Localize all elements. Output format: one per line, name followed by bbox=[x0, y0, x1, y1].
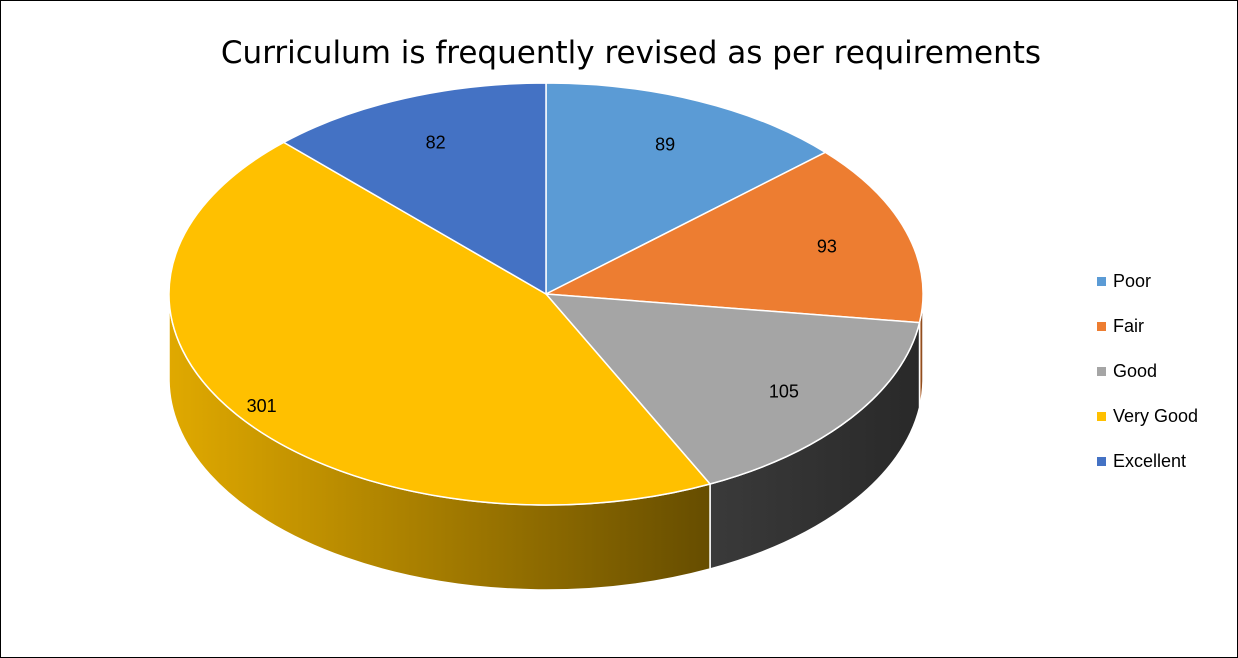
legend-swatch-poor bbox=[1097, 277, 1106, 286]
legend-label-excellent: Excellent bbox=[1113, 451, 1187, 471]
legend-label-good: Good bbox=[1113, 361, 1158, 381]
chart-title: Curriculum is frequently revised as per … bbox=[220, 35, 1042, 71]
pie-slice-fair bbox=[545, 151, 924, 324]
legend-swatch-fair bbox=[1097, 322, 1106, 331]
pie-slice-good bbox=[545, 293, 921, 485]
pie-slice-poor bbox=[545, 82, 827, 295]
data-label-good: 105 bbox=[769, 382, 799, 402]
legend-swatch-very-good bbox=[1097, 412, 1106, 421]
data-label-poor: 89 bbox=[655, 135, 675, 155]
pie-slice-very-good bbox=[168, 141, 711, 506]
legend-label-very-good: Very Good bbox=[1113, 406, 1199, 426]
data-label-very-good: 301 bbox=[247, 396, 277, 416]
data-label-excellent: 82 bbox=[426, 132, 446, 152]
legend-label-fair: Fair bbox=[1113, 316, 1144, 336]
data-label-fair: 93 bbox=[817, 236, 837, 256]
legend-label-poor: Poor bbox=[1113, 271, 1152, 291]
pie-slice-excellent bbox=[283, 82, 547, 295]
legend-swatch-good bbox=[1097, 367, 1106, 376]
legend-swatch-excellent bbox=[1097, 457, 1106, 466]
